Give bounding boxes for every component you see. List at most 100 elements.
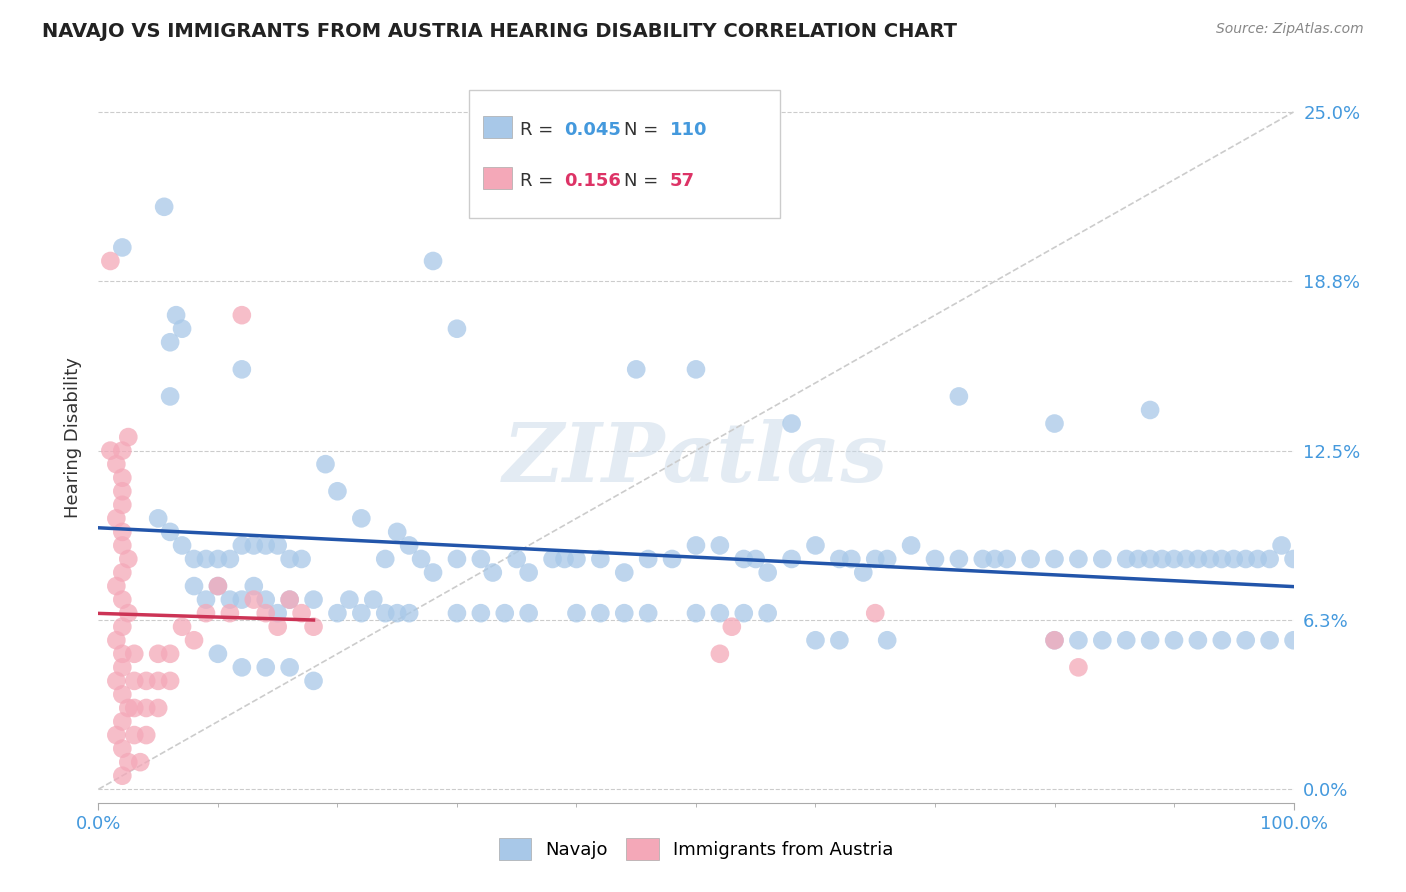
Point: [470, 606, 492, 620]
Point: [1043, 417, 1066, 431]
Point: [721, 620, 744, 634]
Point: [219, 552, 242, 566]
Point: [111, 688, 134, 702]
Point: [117, 755, 139, 769]
Point: [135, 701, 157, 715]
Point: [111, 443, 134, 458]
Point: [780, 417, 803, 431]
Point: [494, 606, 516, 620]
Point: [172, 620, 194, 634]
Point: [148, 647, 170, 661]
Point: [1115, 552, 1137, 566]
Point: [685, 362, 707, 376]
Point: [105, 579, 128, 593]
Point: [117, 701, 139, 715]
Point: [1234, 552, 1257, 566]
Point: [1091, 633, 1114, 648]
Point: [411, 552, 433, 566]
Point: [339, 592, 361, 607]
Point: [506, 552, 529, 566]
Point: [148, 673, 170, 688]
Point: [828, 633, 851, 648]
Point: [254, 592, 277, 607]
Point: [1258, 633, 1281, 648]
Point: [231, 538, 253, 552]
Point: [804, 633, 827, 648]
Point: [111, 647, 134, 661]
Point: [302, 592, 325, 607]
Point: [117, 552, 139, 566]
Point: [326, 484, 349, 499]
Point: [756, 606, 779, 620]
Point: [111, 660, 134, 674]
Point: [637, 606, 659, 620]
Point: [111, 566, 134, 580]
Point: [278, 660, 301, 674]
Point: [207, 552, 229, 566]
Point: [481, 566, 505, 580]
Point: [1163, 552, 1185, 566]
Point: [995, 552, 1018, 566]
Point: [709, 606, 731, 620]
Point: [804, 538, 827, 552]
Point: [876, 552, 898, 566]
Text: R =: R =: [520, 121, 560, 139]
Point: [105, 673, 128, 688]
Point: [98, 443, 122, 458]
Point: [924, 552, 946, 566]
Text: Source: ZipAtlas.com: Source: ZipAtlas.com: [1216, 22, 1364, 37]
Point: [733, 606, 755, 620]
Point: [111, 484, 134, 499]
Point: [363, 592, 385, 607]
Point: [745, 552, 768, 566]
Point: [129, 755, 152, 769]
Point: [398, 538, 420, 552]
Point: [183, 552, 205, 566]
Point: [105, 728, 128, 742]
Point: [148, 511, 170, 525]
Point: [105, 511, 128, 525]
Point: [243, 579, 266, 593]
Text: R =: R =: [520, 172, 560, 190]
Text: NAVAJO VS IMMIGRANTS FROM AUSTRIA HEARING DISABILITY CORRELATION CHART: NAVAJO VS IMMIGRANTS FROM AUSTRIA HEARIN…: [42, 22, 957, 41]
Point: [153, 200, 176, 214]
Point: [326, 606, 349, 620]
Text: 0.156: 0.156: [565, 172, 621, 190]
Point: [780, 552, 803, 566]
Point: [111, 741, 134, 756]
Point: [278, 592, 301, 607]
Point: [1271, 538, 1294, 552]
Point: [626, 362, 648, 376]
Point: [756, 566, 779, 580]
Point: [111, 769, 134, 783]
Point: [1043, 633, 1066, 648]
Point: [219, 606, 242, 620]
Point: [111, 538, 134, 552]
Point: [207, 579, 229, 593]
Point: [1067, 633, 1090, 648]
Point: [195, 552, 218, 566]
Point: [195, 606, 218, 620]
Point: [111, 620, 134, 634]
Text: N =: N =: [624, 121, 664, 139]
Point: [111, 714, 134, 729]
Point: [135, 728, 157, 742]
Point: [1199, 552, 1222, 566]
Y-axis label: Hearing Disability: Hearing Disability: [63, 357, 82, 517]
FancyBboxPatch shape: [470, 90, 780, 218]
Point: [1187, 552, 1209, 566]
Point: [589, 552, 612, 566]
Point: [565, 606, 588, 620]
Point: [231, 308, 253, 322]
Point: [111, 498, 134, 512]
Point: [517, 566, 540, 580]
Point: [254, 606, 277, 620]
Point: [111, 471, 134, 485]
Point: [135, 673, 157, 688]
Point: [709, 538, 731, 552]
Point: [446, 606, 468, 620]
Point: [243, 592, 266, 607]
FancyBboxPatch shape: [484, 167, 512, 189]
Point: [565, 552, 588, 566]
Point: [1152, 552, 1174, 566]
